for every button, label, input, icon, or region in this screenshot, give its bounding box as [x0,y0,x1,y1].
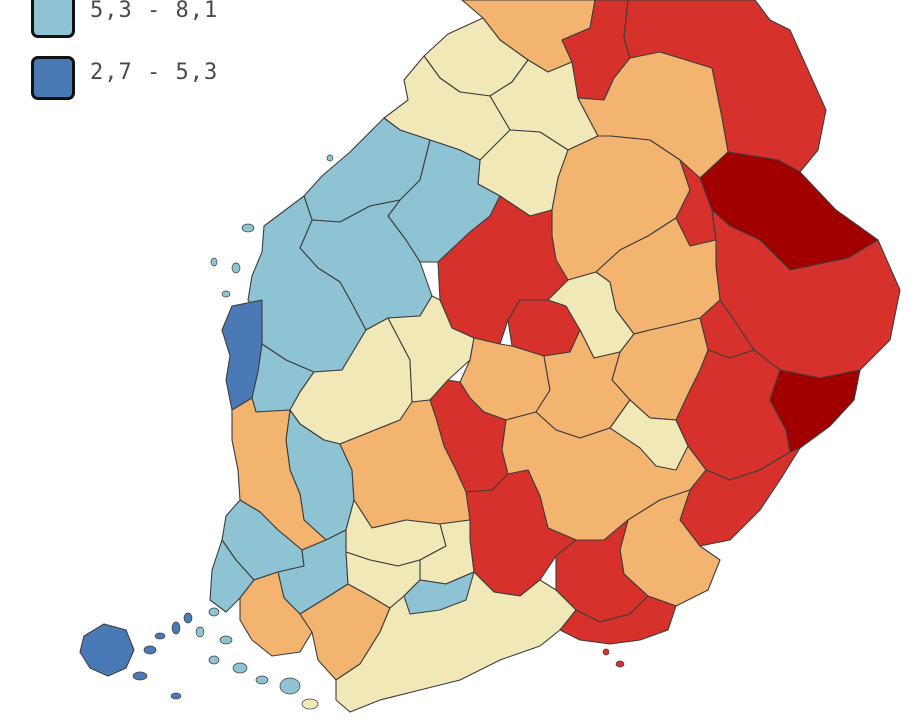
legend-label: 2,7 - 5,3 [90,60,219,85]
map-region[interactable] [559,595,677,645]
map-region[interactable] [239,571,313,657]
map-region[interactable] [79,623,135,677]
map-region[interactable] [403,571,475,615]
legend-item: 5,3 - 8,1 [28,0,248,40]
legend-swatch-light-blue [31,0,75,38]
map-region[interactable] [609,399,689,471]
map-legend: 5,3 - 8,1 2,7 - 5,3 [28,0,248,114]
legend-swatch-blue [31,56,75,100]
map-region[interactable] [769,369,861,453]
legend-item: 2,7 - 5,3 [28,56,248,102]
archipelago-islets [132,154,625,710]
map-region[interactable] [231,397,327,551]
legend-label: 5,3 - 8,1 [90,0,219,23]
